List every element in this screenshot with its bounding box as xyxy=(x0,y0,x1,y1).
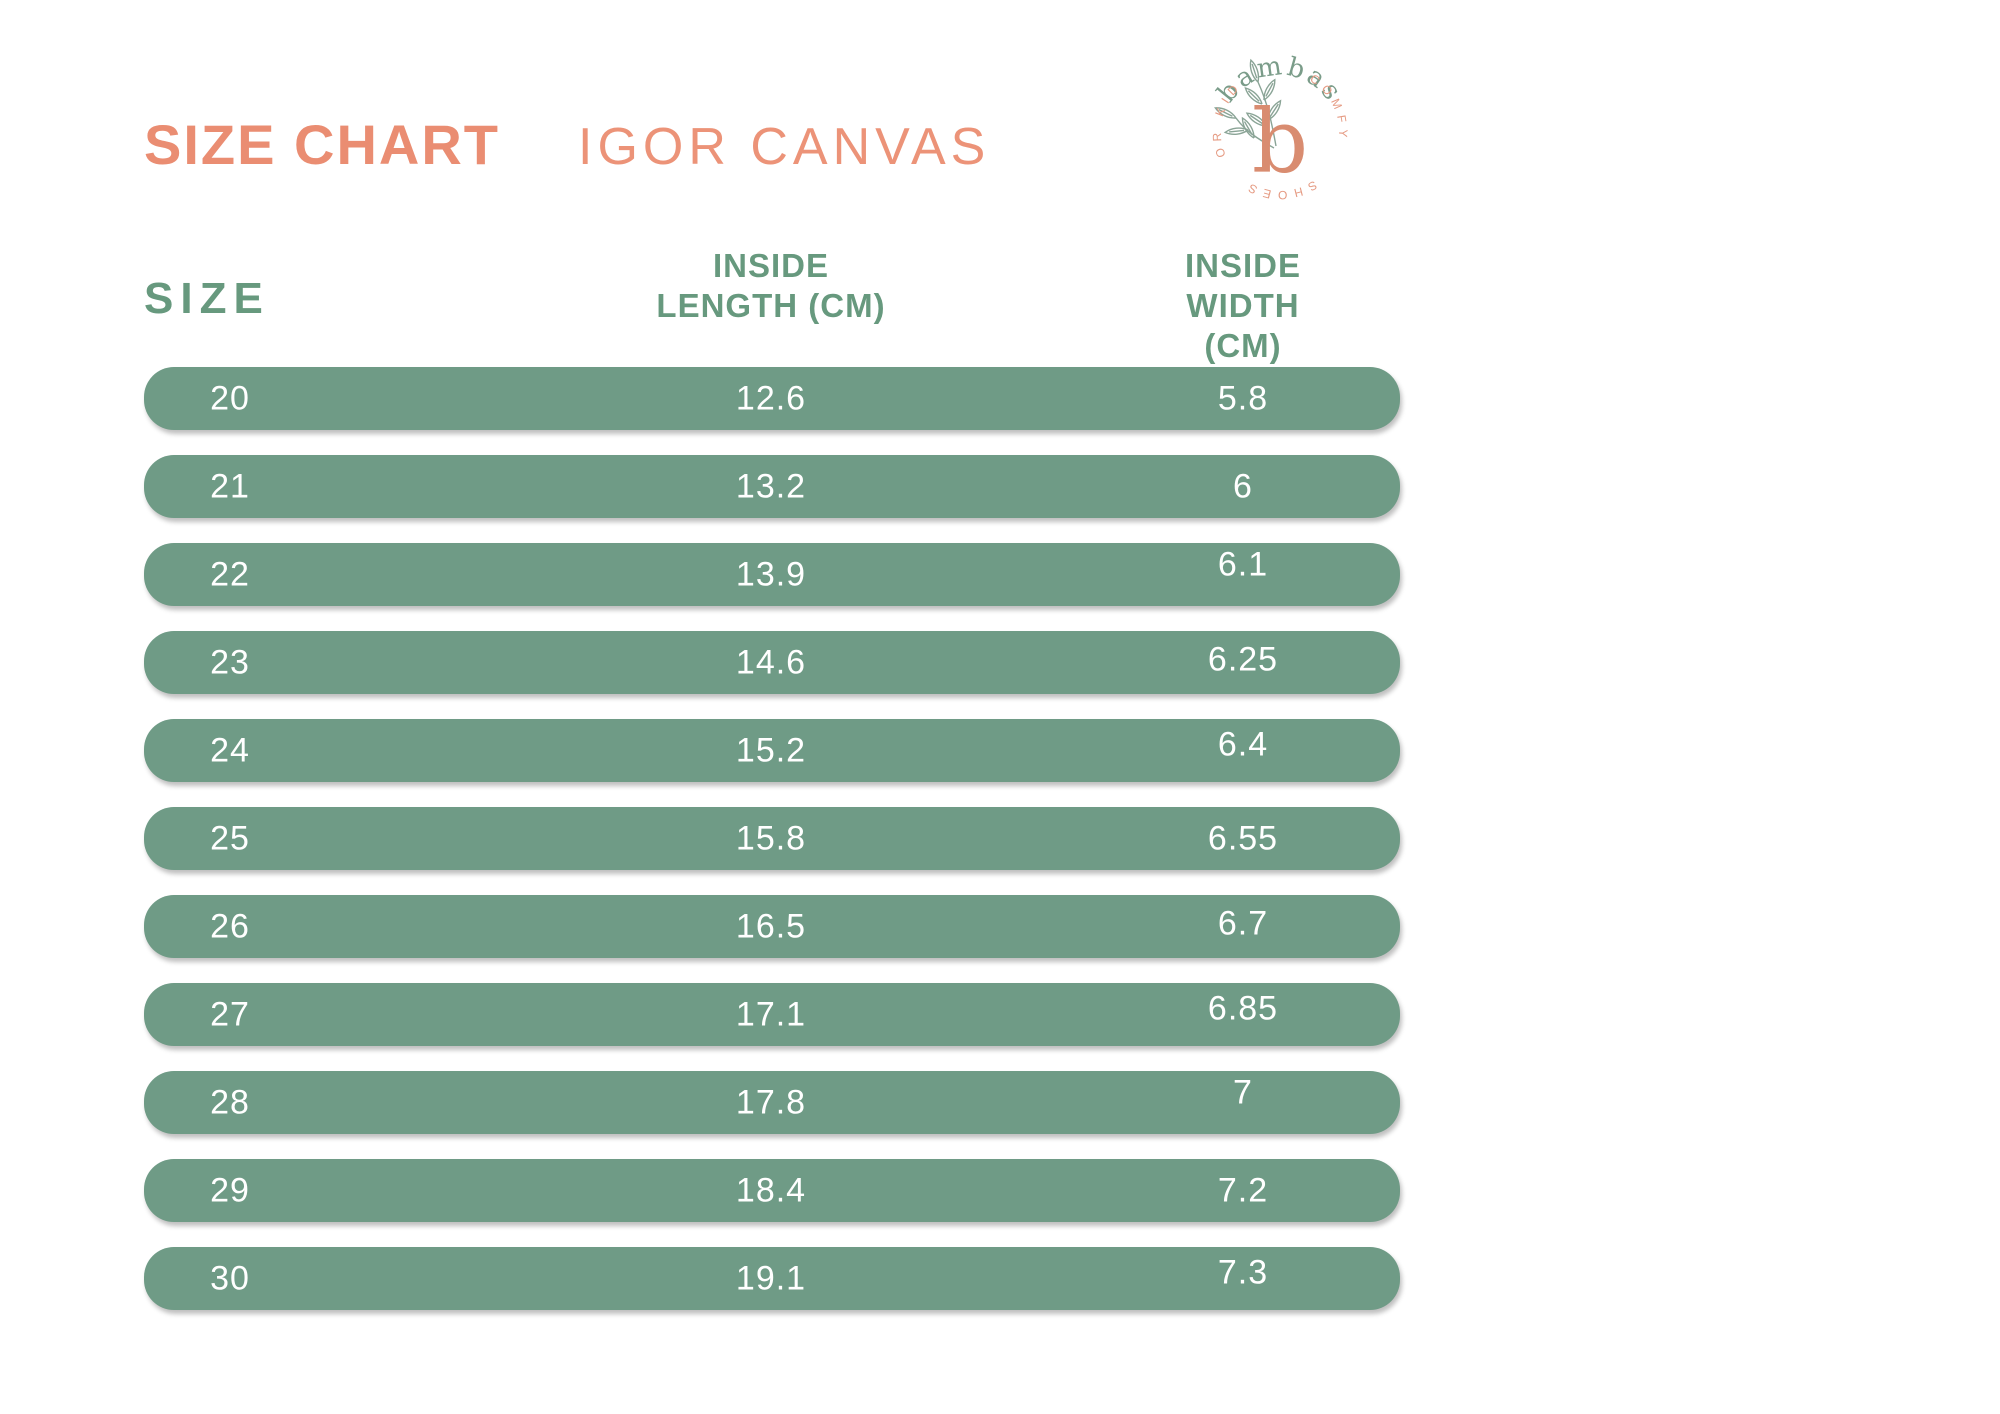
inside-width-value: 6.7 xyxy=(1217,904,1269,942)
size-value: 24 xyxy=(210,731,250,769)
column-header-inside-length-line1: INSIDE xyxy=(712,247,830,284)
size-value: 26 xyxy=(210,907,250,945)
size-value: 28 xyxy=(210,1083,250,1121)
table-row: 21 13.2 6 xyxy=(144,455,1400,518)
table-row: 23 14.6 6.25 xyxy=(144,631,1400,694)
inside-length-value: 19.1 xyxy=(735,1259,807,1297)
page-title: SIZE CHART IGOR CANVAS xyxy=(144,112,990,177)
inside-width-value: 6.4 xyxy=(1217,725,1269,763)
size-value: 21 xyxy=(210,467,250,505)
size-value: 30 xyxy=(210,1259,250,1297)
leaf-sprig-icon xyxy=(1213,58,1284,149)
logo-monogram: b xyxy=(1252,90,1308,193)
column-header-inside-width-line1: INSIDE xyxy=(1184,247,1302,284)
inside-length-value: 17.8 xyxy=(735,1083,807,1121)
table-header-row: SIZE INSIDE LENGTH (CM) INSIDE WIDTH (CM… xyxy=(144,246,1400,364)
inside-length-value: 17.1 xyxy=(735,995,807,1033)
column-header-inside-length-line2: LENGTH (CM) xyxy=(656,287,886,324)
table-row: 26 16.5 6.7 xyxy=(144,895,1400,958)
inside-width-value: 7.2 xyxy=(1217,1171,1269,1209)
inside-width-value: 6.1 xyxy=(1217,545,1269,583)
size-value: 25 xyxy=(210,819,250,857)
inside-width-value: 7.3 xyxy=(1217,1253,1269,1291)
column-header-size: SIZE xyxy=(144,274,270,323)
inside-width-value: 5.8 xyxy=(1217,379,1269,417)
size-value: 23 xyxy=(210,643,250,681)
inside-length-value: 15.2 xyxy=(735,731,807,769)
inside-width-value: 7 xyxy=(1233,1073,1253,1111)
inside-length-value: 13.2 xyxy=(735,467,807,505)
inside-width-value: 6.85 xyxy=(1207,989,1279,1027)
size-value: 29 xyxy=(210,1171,250,1209)
table-row: 22 13.9 6.1 xyxy=(144,543,1400,606)
table-row: 30 19.1 7.3 xyxy=(144,1247,1400,1310)
table-row: 29 18.4 7.2 xyxy=(144,1159,1400,1222)
logo-ring-text-comfy: COMFY xyxy=(1307,71,1344,143)
size-value: 27 xyxy=(210,995,250,1033)
column-header-inside-width-line2: WIDTH (CM) xyxy=(1186,287,1300,364)
column-header-inside-width: INSIDE WIDTH (CM) xyxy=(1165,246,1322,366)
size-value: 22 xyxy=(210,555,250,593)
svg-text:COMFY: COMFY xyxy=(1307,71,1350,143)
inside-length-value: 18.4 xyxy=(735,1171,807,1209)
inside-width-value: 6 xyxy=(1233,467,1253,505)
inside-length-value: 15.8 xyxy=(735,819,807,857)
table-row: 27 17.1 6.85 xyxy=(144,983,1400,1046)
inside-length-value: 12.6 xyxy=(735,379,807,417)
column-header-inside-length: INSIDE LENGTH (CM) xyxy=(656,246,885,326)
inside-width-value: 6.55 xyxy=(1207,819,1279,857)
table-row: 28 17.8 7 xyxy=(144,1071,1400,1134)
inside-length-value: 14.6 xyxy=(735,643,807,681)
page-title-product: IGOR CANVAS xyxy=(578,118,991,176)
inside-length-value: 16.5 xyxy=(735,907,807,945)
table-row: 25 15.8 6.55 xyxy=(144,807,1400,870)
table-row: 24 15.2 6.4 xyxy=(144,719,1400,782)
page-title-main: SIZE CHART xyxy=(144,113,500,176)
table-row: 20 12.6 5.8 xyxy=(144,367,1400,430)
size-value: 20 xyxy=(210,379,250,417)
inside-length-value: 13.9 xyxy=(735,555,807,593)
inside-width-value: 6.25 xyxy=(1207,640,1279,678)
